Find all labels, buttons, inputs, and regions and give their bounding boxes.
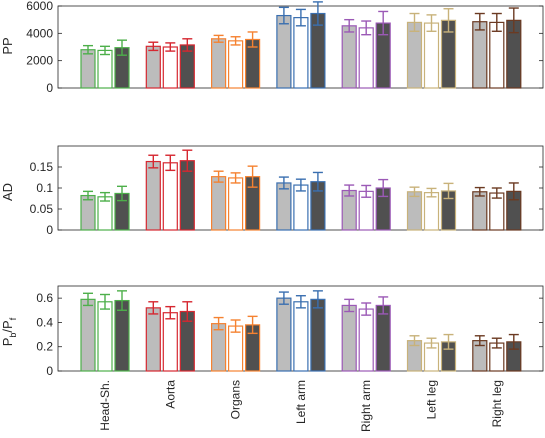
bar [211,38,227,89]
chart-panel-pb-pf: Pb/Pf 0 0.2 0.4 0.6 [0,285,544,378]
bar [358,308,374,372]
bar [472,21,488,89]
x-tick-label: Aorta [163,380,177,409]
ylabel-part-p1: P [0,338,15,347]
bar [423,192,440,231]
chart-panel-ad: AD 0 0.05 0.1 0.15 [0,145,544,237]
bar [293,17,309,89]
bar [228,177,244,231]
x-tick-label: Right arm [359,380,373,432]
bar [341,304,357,372]
bar [423,22,440,89]
bar [375,304,391,372]
bar [97,301,113,372]
y-tick-label: 0 [46,364,53,378]
bar [276,14,292,89]
bar [211,323,227,372]
bar [406,191,423,231]
x-tick-label: Organs [229,380,243,419]
bar [97,196,113,231]
bar [293,184,309,231]
bar [406,21,423,89]
bar [97,49,113,89]
bar [310,298,326,372]
bar [80,194,96,231]
x-category-labels: Head-Sh. Aorta Organs Left arm Right arm Left… [98,380,504,432]
bar [472,191,488,231]
y-tick-label: 2000 [26,54,53,68]
y-tick-label: 0 [46,223,53,237]
ylabel-part-p2: /P [0,320,15,332]
bar [162,162,178,231]
ylabel-part-sub-f: f [8,317,18,320]
bar [211,176,227,231]
bar [114,299,130,372]
bar [145,160,161,231]
bar [80,49,96,89]
y-tick-label: 0.4 [36,315,53,329]
bar [341,25,357,89]
bar [489,21,505,89]
x-tick-label: Right leg [490,380,504,427]
bar [293,301,309,372]
ylabel-part-sub-b: b [8,333,18,338]
y-tick-label: 4000 [26,26,53,40]
y-tick-label: 0.2 [36,340,53,354]
bar [276,297,292,372]
y-tick-label: 0.6 [36,291,53,305]
ylabel-ad: AD [0,183,15,201]
x-tick-label: Left leg [425,380,439,419]
x-tick-label: Head-Sh. [98,380,112,431]
y-tick-label: 6000 [26,0,53,13]
bar [80,298,96,372]
bar [358,27,374,89]
bar [228,40,244,89]
y-tick-label: 0 [46,81,53,95]
x-tick-label: Left arm [294,380,308,424]
bar [276,182,292,231]
y-tick-label: 0.1 [36,181,53,195]
ylabel-pp: PP [0,37,15,54]
bar [145,307,161,372]
y-tick-label: 0.15 [30,160,54,174]
ylabel-pb-pf: Pb/Pf [0,317,18,346]
bar [162,312,178,372]
y-tick-label: 0.05 [30,202,54,216]
bar [162,46,178,89]
bar [145,45,161,89]
chart-panel-pp: PP 0 2000 4000 6000 [0,0,544,95]
